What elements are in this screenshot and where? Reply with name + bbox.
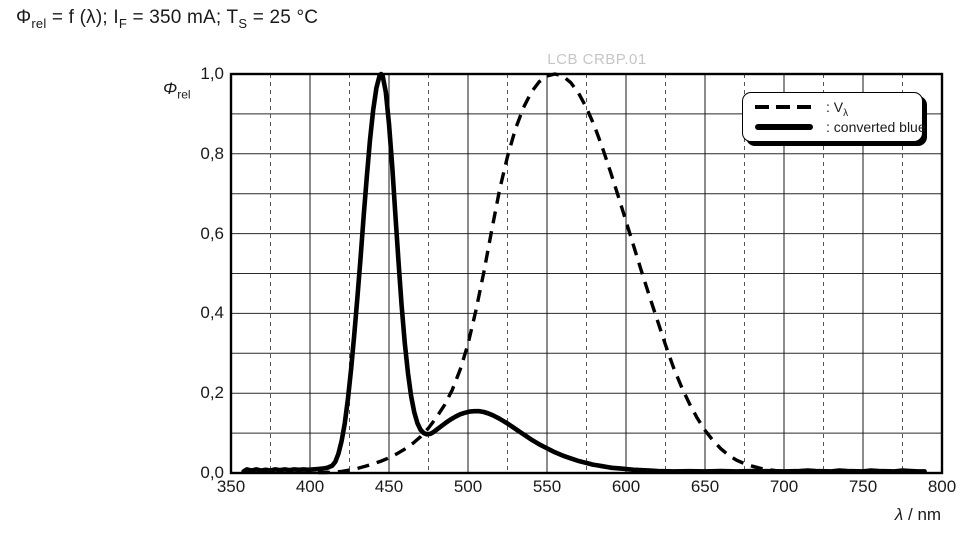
watermark-label: LCB CRBP.01 <box>547 51 647 68</box>
chart-title: Φrel = f (λ); IF = 350 mA; TS = 25 °C <box>16 7 319 31</box>
y-tick-label: 0,8 <box>200 143 224 163</box>
x-tick-label: 450 <box>374 477 404 496</box>
legend-label-converted-blue: : converted blue <box>826 118 926 135</box>
x-tick-label: 700 <box>769 477 799 496</box>
y-tick-label: 0,0 <box>200 463 224 482</box>
x-tick-label: 550 <box>532 477 562 496</box>
x-tick-label: 500 <box>453 477 483 496</box>
y-axis-label: Φrel <box>163 79 191 102</box>
legend-label-v-lambda: : Vλ <box>826 99 849 120</box>
curve-converted-blue <box>241 71 927 474</box>
x-tick-label: 650 <box>690 477 720 496</box>
y-tick-label: 0,2 <box>200 383 224 403</box>
solid-line-sample-icon <box>755 123 813 130</box>
x-tick-label: 350 <box>216 477 246 496</box>
legend-item-v-lambda: : Vλ <box>743 99 922 120</box>
legend: : Vλ : converted blue <box>742 92 926 142</box>
y-tick-label: 0,4 <box>200 303 224 323</box>
plot-frame <box>229 72 944 475</box>
legend-item-converted-blue: : converted blue <box>743 119 926 135</box>
dashed-line-sample-icon <box>755 105 813 110</box>
x-tick-label: 400 <box>295 477 325 496</box>
y-tick-label: 1,0 <box>200 64 224 83</box>
x-axis-label: λ / nm <box>894 505 942 524</box>
x-tick-label: 800 <box>927 477 957 496</box>
y-tick-label: 0,6 <box>200 223 224 243</box>
x-tick-label: 750 <box>848 477 878 496</box>
x-tick-label: 600 <box>611 477 641 496</box>
